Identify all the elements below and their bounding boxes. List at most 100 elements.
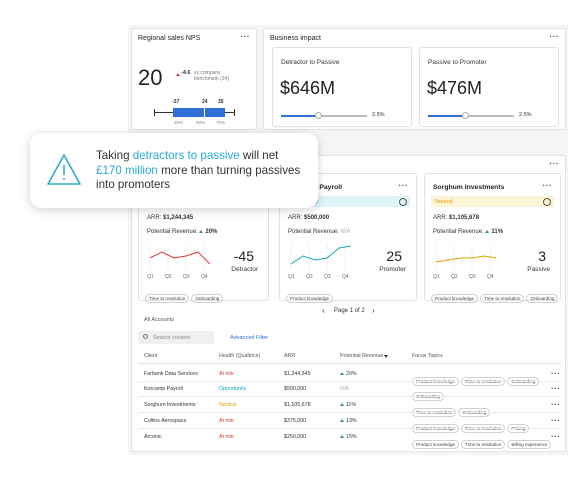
benchmark: vs company benchmark (34)	[194, 70, 230, 82]
arr-line: ARR: $1,105,678	[433, 215, 479, 221]
more-button[interactable]: ···	[551, 432, 561, 441]
exclamation-dot	[63, 178, 65, 180]
trend-svg	[290, 244, 352, 270]
impact-value: $646M	[280, 78, 336, 98]
column-header: Health (Qualtrics)	[219, 353, 261, 359]
trend-chart	[288, 242, 354, 272]
topic-chip: Onboarding	[526, 294, 559, 303]
arr-value: $1,244,345	[163, 215, 194, 221]
column-header: Potential Revenue	[340, 353, 384, 359]
slider-knob[interactable]	[462, 112, 469, 119]
client-name: Collins Aerospace	[144, 418, 187, 424]
revenue: 11%	[340, 402, 356, 408]
next-page[interactable]: ›	[372, 306, 375, 315]
prev-page[interactable]: ‹	[322, 306, 325, 315]
column-header: Client	[144, 353, 158, 359]
more-button[interactable]: ···	[240, 32, 250, 41]
quarter-label: Q1	[433, 274, 440, 280]
quarter-label: Q4	[201, 274, 208, 280]
trend-line	[290, 245, 352, 265]
row-divider	[138, 396, 561, 397]
impact-title: Passive to Promoter	[428, 59, 487, 66]
header-divider	[138, 363, 561, 364]
more-button[interactable]: ···	[551, 384, 561, 393]
revenue: 15%	[340, 434, 357, 440]
revenue-line: Potential Revenue: 20%	[147, 229, 217, 235]
arr: $500,000	[284, 386, 307, 392]
callout-highlight: £170 million	[96, 163, 158, 177]
trend-arrow	[340, 435, 344, 439]
clock-icon	[399, 197, 407, 206]
topic-chips: Product knowledge Time to resolution Billi…	[412, 433, 553, 451]
column-header: ARR	[284, 353, 296, 359]
impact-card: Passive to Promoter $476M 2.5%	[419, 47, 559, 127]
health-tag: Neutral	[431, 196, 554, 207]
revenue: 13%	[340, 418, 357, 424]
more-button[interactable]: ···	[549, 32, 559, 41]
quarter-label: Q3	[324, 274, 331, 280]
slider-track	[466, 115, 514, 117]
revenue-label: Potential Revenue:	[147, 229, 198, 235]
more-button[interactable]: ···	[551, 416, 561, 425]
arr-label: ARR:	[288, 215, 303, 221]
nps-card: Regional sales NPS ··· 20 -4.6 vs company be…	[131, 28, 257, 130]
client-name: Farbank Data Services	[144, 371, 198, 377]
slider-knob[interactable]	[315, 112, 322, 119]
more-button[interactable]: ···	[549, 159, 559, 168]
more-button[interactable]: ···	[542, 181, 552, 190]
quarter-label: Q3	[469, 274, 476, 280]
slider-fill	[281, 115, 319, 117]
revenue-line: Potential Revenue: N/A	[288, 229, 350, 235]
revenue-value: 11%	[346, 402, 357, 408]
account-category: Detractor	[231, 266, 258, 273]
box-label: 24	[202, 99, 208, 105]
revenue-value: 20%	[346, 371, 357, 377]
column-header: Focus Topics	[412, 353, 443, 359]
quarter-label: Q2	[451, 274, 458, 280]
whisker-end	[154, 109, 155, 116]
callout: Taking detractors to passive will net £1…	[30, 133, 318, 208]
advanced-filter[interactable]: Advanced Filter	[230, 335, 269, 341]
nps-score: 20	[138, 65, 163, 90]
row-divider	[138, 381, 561, 382]
account-score: 25	[386, 248, 402, 264]
arr: $375,000	[284, 418, 307, 424]
arr-line: ARR: $1,244,345	[147, 215, 193, 221]
box	[173, 108, 225, 117]
arr: $1,105,678	[284, 402, 311, 408]
revenue-value: 20%	[205, 229, 218, 235]
more-button[interactable]: ···	[551, 369, 561, 378]
revenue: 20%	[340, 371, 357, 377]
client-name: Korcamp Payroll	[144, 386, 183, 392]
more-button[interactable]: ···	[551, 400, 561, 409]
search-placeholder: Search content	[153, 334, 190, 341]
health: At risk	[219, 418, 234, 424]
warning-icon	[46, 153, 82, 187]
slider-rate: 2.5%	[519, 112, 532, 118]
topic-chips: Product knowledge	[286, 287, 335, 305]
health: Neutral	[219, 402, 237, 408]
more-button[interactable]: ···	[398, 181, 408, 190]
quarter-label: Q1	[147, 274, 154, 280]
health: At risk	[219, 434, 234, 440]
panel-title: Business impact	[270, 35, 321, 42]
arr-value: $500,000	[304, 215, 330, 221]
search-box[interactable]: Search content	[138, 331, 214, 344]
quarter-label: Q2	[165, 274, 172, 280]
trend-arrow	[340, 419, 344, 423]
trend-arrow	[199, 229, 204, 233]
topic-chip: Time to resolution	[461, 439, 506, 449]
account-category: Passive	[527, 266, 550, 273]
revenue-value: 15%	[346, 434, 357, 440]
topic-chip: Product knowledge	[412, 439, 460, 449]
revenue-value: 13%	[346, 418, 357, 424]
account-category: Promoter	[379, 266, 406, 273]
quarter-label: Q1	[288, 274, 295, 280]
trend-chart	[433, 242, 499, 272]
arr-value: $1,105,678	[449, 215, 480, 221]
slider-rate: 2.5%	[372, 112, 385, 118]
